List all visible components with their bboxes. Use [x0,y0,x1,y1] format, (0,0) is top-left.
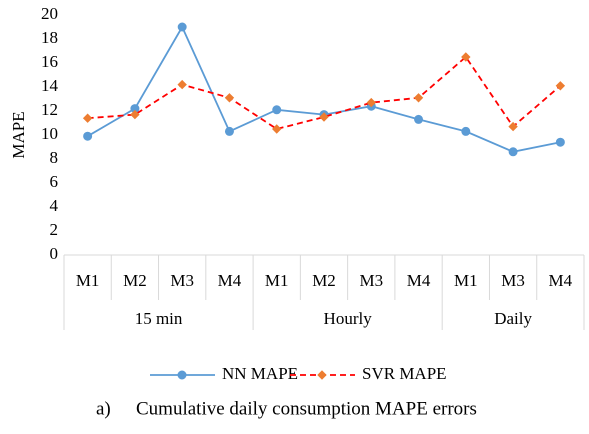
x-tick-label: M1 [265,271,289,290]
series-line [87,25,561,153]
y-tick-label: 2 [50,220,59,239]
point [272,124,282,134]
point [366,97,376,108]
x-tick-label: M3 [170,271,194,290]
x-tick-label: M1 [454,271,478,290]
caption-label: a) [96,398,111,419]
point [224,126,234,136]
point [413,93,424,103]
point [508,147,518,157]
point [461,52,471,62]
point [461,126,471,136]
x-tick-label: M3 [501,271,525,290]
point [82,113,93,123]
legend-marker [317,370,327,380]
y-tick-label: 12 [41,100,58,119]
y-tick-label: 18 [41,28,58,47]
group-label: 15 min [135,309,183,328]
legend-marker [177,370,187,380]
group-label: Daily [494,309,532,328]
y-axis-label: MAPE [9,111,28,158]
point [414,114,424,124]
y-tick-label: 0 [50,244,59,263]
point [224,93,235,103]
point [555,81,566,91]
x-tick-label: M2 [123,271,147,290]
y-tick-label: 6 [50,172,59,191]
point [272,105,282,115]
point [319,112,329,122]
y-tick-label: 14 [41,76,59,95]
point [83,131,93,141]
x-tick-label: M4 [407,271,431,290]
y-tick-label: 10 [41,124,58,143]
point [130,109,140,120]
point [177,79,187,90]
series-line [87,55,561,130]
x-tick-label: M4 [218,271,242,290]
x-tick-label: M1 [76,271,100,290]
point [555,137,565,147]
group-label: Hourly [324,309,373,328]
legend-label: SVR MAPE [362,364,447,383]
x-tick-label: M4 [549,271,573,290]
point [177,22,187,32]
point [508,121,518,132]
y-tick-label: 20 [41,4,58,23]
x-tick-label: M2 [312,271,336,290]
legend-label: NN MAPE [222,364,298,383]
y-tick-label: 8 [50,148,59,167]
y-tick-label: 16 [41,52,58,71]
y-tick-label: 4 [50,196,59,215]
x-tick-label: M3 [359,271,383,290]
caption: Cumulative daily consumption MAPE errors [136,398,477,419]
